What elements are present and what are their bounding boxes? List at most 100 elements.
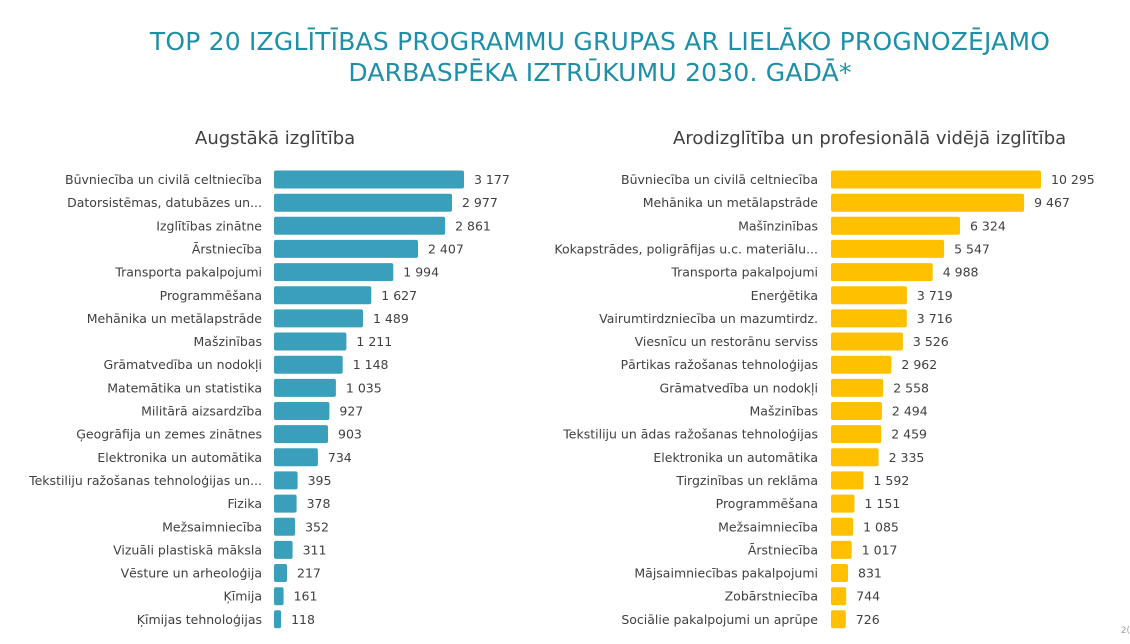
right-category-label-1: Būvniecība un civilā celtniecība [621,172,818,187]
left-value-label-14: 395 [308,473,332,488]
left-category-label-12: Ģeogrāfija un zemes zinātnes [76,427,262,442]
left-category-label-19: Ķīmija [224,589,262,604]
left-value-label-6: 1 627 [381,288,417,303]
left-value-label-15: 378 [307,496,331,511]
right-category-label-6: Enerģētika [751,288,818,303]
left-category-label-7: Mehānika un metālapstrāde [87,311,263,326]
page-title: TOP 20 IZGLĪTĪBAS PROGRAMMU GRUPAS AR LI… [0,26,1130,88]
right-bar-18 [831,564,848,582]
left-chart-title: Augstākā izglītība [195,128,356,149]
left-value-label-20: 118 [291,612,315,627]
left-category-label-17: Vizuāli plastiskā māksla [113,542,262,557]
right-category-label-4: Kokapstrādes, poligrāfijas u.c. materiāl… [554,241,818,256]
left-bar-16 [274,517,296,536]
right-value-label-15: 1 151 [865,496,901,511]
left-value-label-3: 2 861 [455,218,491,233]
right-bar-9 [831,355,892,374]
left-bar-11 [274,402,330,420]
right-bar-2 [831,193,1025,212]
right-bar-12 [831,425,882,444]
right-category-label-3: Mašīnzinības [738,218,818,233]
left-bar-8 [274,332,347,351]
right-bar-15 [831,494,855,513]
right-category-label-15: Programmēšana [716,496,818,511]
left-value-label-10: 1 035 [346,380,382,395]
left-value-label-1: 3 177 [474,172,510,187]
left-category-label-16: Mežsaimniecība [162,519,262,534]
right-value-label-4: 5 547 [954,241,990,256]
left-bar-15 [274,494,297,513]
right-value-label-6: 3 719 [917,288,953,303]
left-bar-17 [274,540,293,559]
right-bar-16 [831,517,854,536]
left-category-label-3: Izglītības zinātne [156,218,262,233]
left-bar-9 [274,355,343,374]
right-value-label-16: 1 085 [863,519,899,534]
right-bar-19 [831,587,847,606]
right-chart-title: Arodizglītība un profesionālā vidējā izg… [673,128,1067,149]
left-category-label-15: Fizika [228,496,262,511]
left-bar-14 [274,471,298,490]
right-bar-3 [831,216,960,235]
right-bar-7 [831,309,907,328]
left-value-label-9: 1 148 [353,357,389,372]
left-bar-7 [274,309,363,328]
left-category-label-13: Elektronika un automātika [97,450,262,465]
right-bar-5 [831,263,933,282]
right-value-label-8: 3 526 [913,334,949,349]
right-bar-20 [831,610,846,629]
left-value-label-16: 352 [305,519,329,534]
left-bar-5 [274,263,394,282]
right-category-label-20: Sociālie pakalpojumi un aprūpe [621,612,818,627]
right-bar-6 [831,286,907,305]
page-title-line1: TOP 20 IZGLĪTĪBAS PROGRAMMU GRUPAS AR LI… [149,27,1051,56]
right-bar-8 [831,332,903,351]
left-bar-18 [274,564,287,582]
left-value-label-13: 734 [328,450,352,465]
page-number: 2( [1120,626,1130,636]
right-bar-14 [831,471,864,490]
right-bar-4 [831,239,945,258]
left-category-label-5: Transporta pakalpojumi [114,265,262,280]
left-bar-19 [274,587,284,606]
right-bar-17 [831,540,852,559]
right-bar-10 [831,378,884,397]
right-value-label-9: 2 962 [901,357,937,372]
right-category-label-18: Mājsaimniecības pakalpojumi [634,566,818,581]
left-value-label-7: 1 489 [373,311,409,326]
right-value-label-20: 726 [856,612,880,627]
page-title-line2: DARBASPĒKA IZTRŪKUMU 2030. GADĀ* [348,58,852,87]
left-category-label-8: Mašzinības [194,334,263,349]
left-value-label-8: 1 211 [356,334,392,349]
right-category-label-5: Transporta pakalpojumi [670,265,818,280]
right-category-label-10: Grāmatvedība un nodokļi [660,380,818,395]
left-category-label-4: Ārstniecība [192,241,262,256]
left-category-label-11: Militārā aizsardzība [141,404,262,419]
left-bar-10 [274,378,336,397]
right-bar-11 [831,402,882,420]
right-value-label-7: 3 716 [917,311,953,326]
right-bar-13 [831,448,879,467]
right-category-label-12: Tekstiliju un ādas ražošanas tehnoloģija… [562,427,818,442]
right-category-label-11: Mašzinības [750,404,819,419]
right-value-label-2: 9 467 [1034,195,1070,210]
right-value-label-11: 2 494 [892,404,928,419]
right-value-label-13: 2 335 [889,450,925,465]
right-category-label-7: Vairumtirdzniecība un mazumtirdz. [599,311,818,326]
left-value-label-18: 217 [297,566,321,581]
left-bar-1 [274,170,464,189]
left-category-label-9: Grāmatvedība un nodokļi [104,357,262,372]
right-category-label-13: Elektronika un automātika [653,450,818,465]
left-category-label-10: Matemātika un statistika [107,380,262,395]
left-value-label-4: 2 407 [428,241,464,256]
left-bar-2 [274,193,452,212]
left-value-label-11: 927 [339,404,363,419]
right-category-label-9: Pārtikas ražošanas tehnoloģijas [621,357,818,372]
right-category-label-17: Ārstniecība [748,542,818,557]
right-value-label-19: 744 [856,589,880,604]
right-category-label-16: Mežsaimniecība [718,519,818,534]
left-value-label-2: 2 977 [462,195,498,210]
left-category-label-1: Būvniecība un civilā celtniecība [65,172,262,187]
left-value-label-19: 161 [294,589,318,604]
